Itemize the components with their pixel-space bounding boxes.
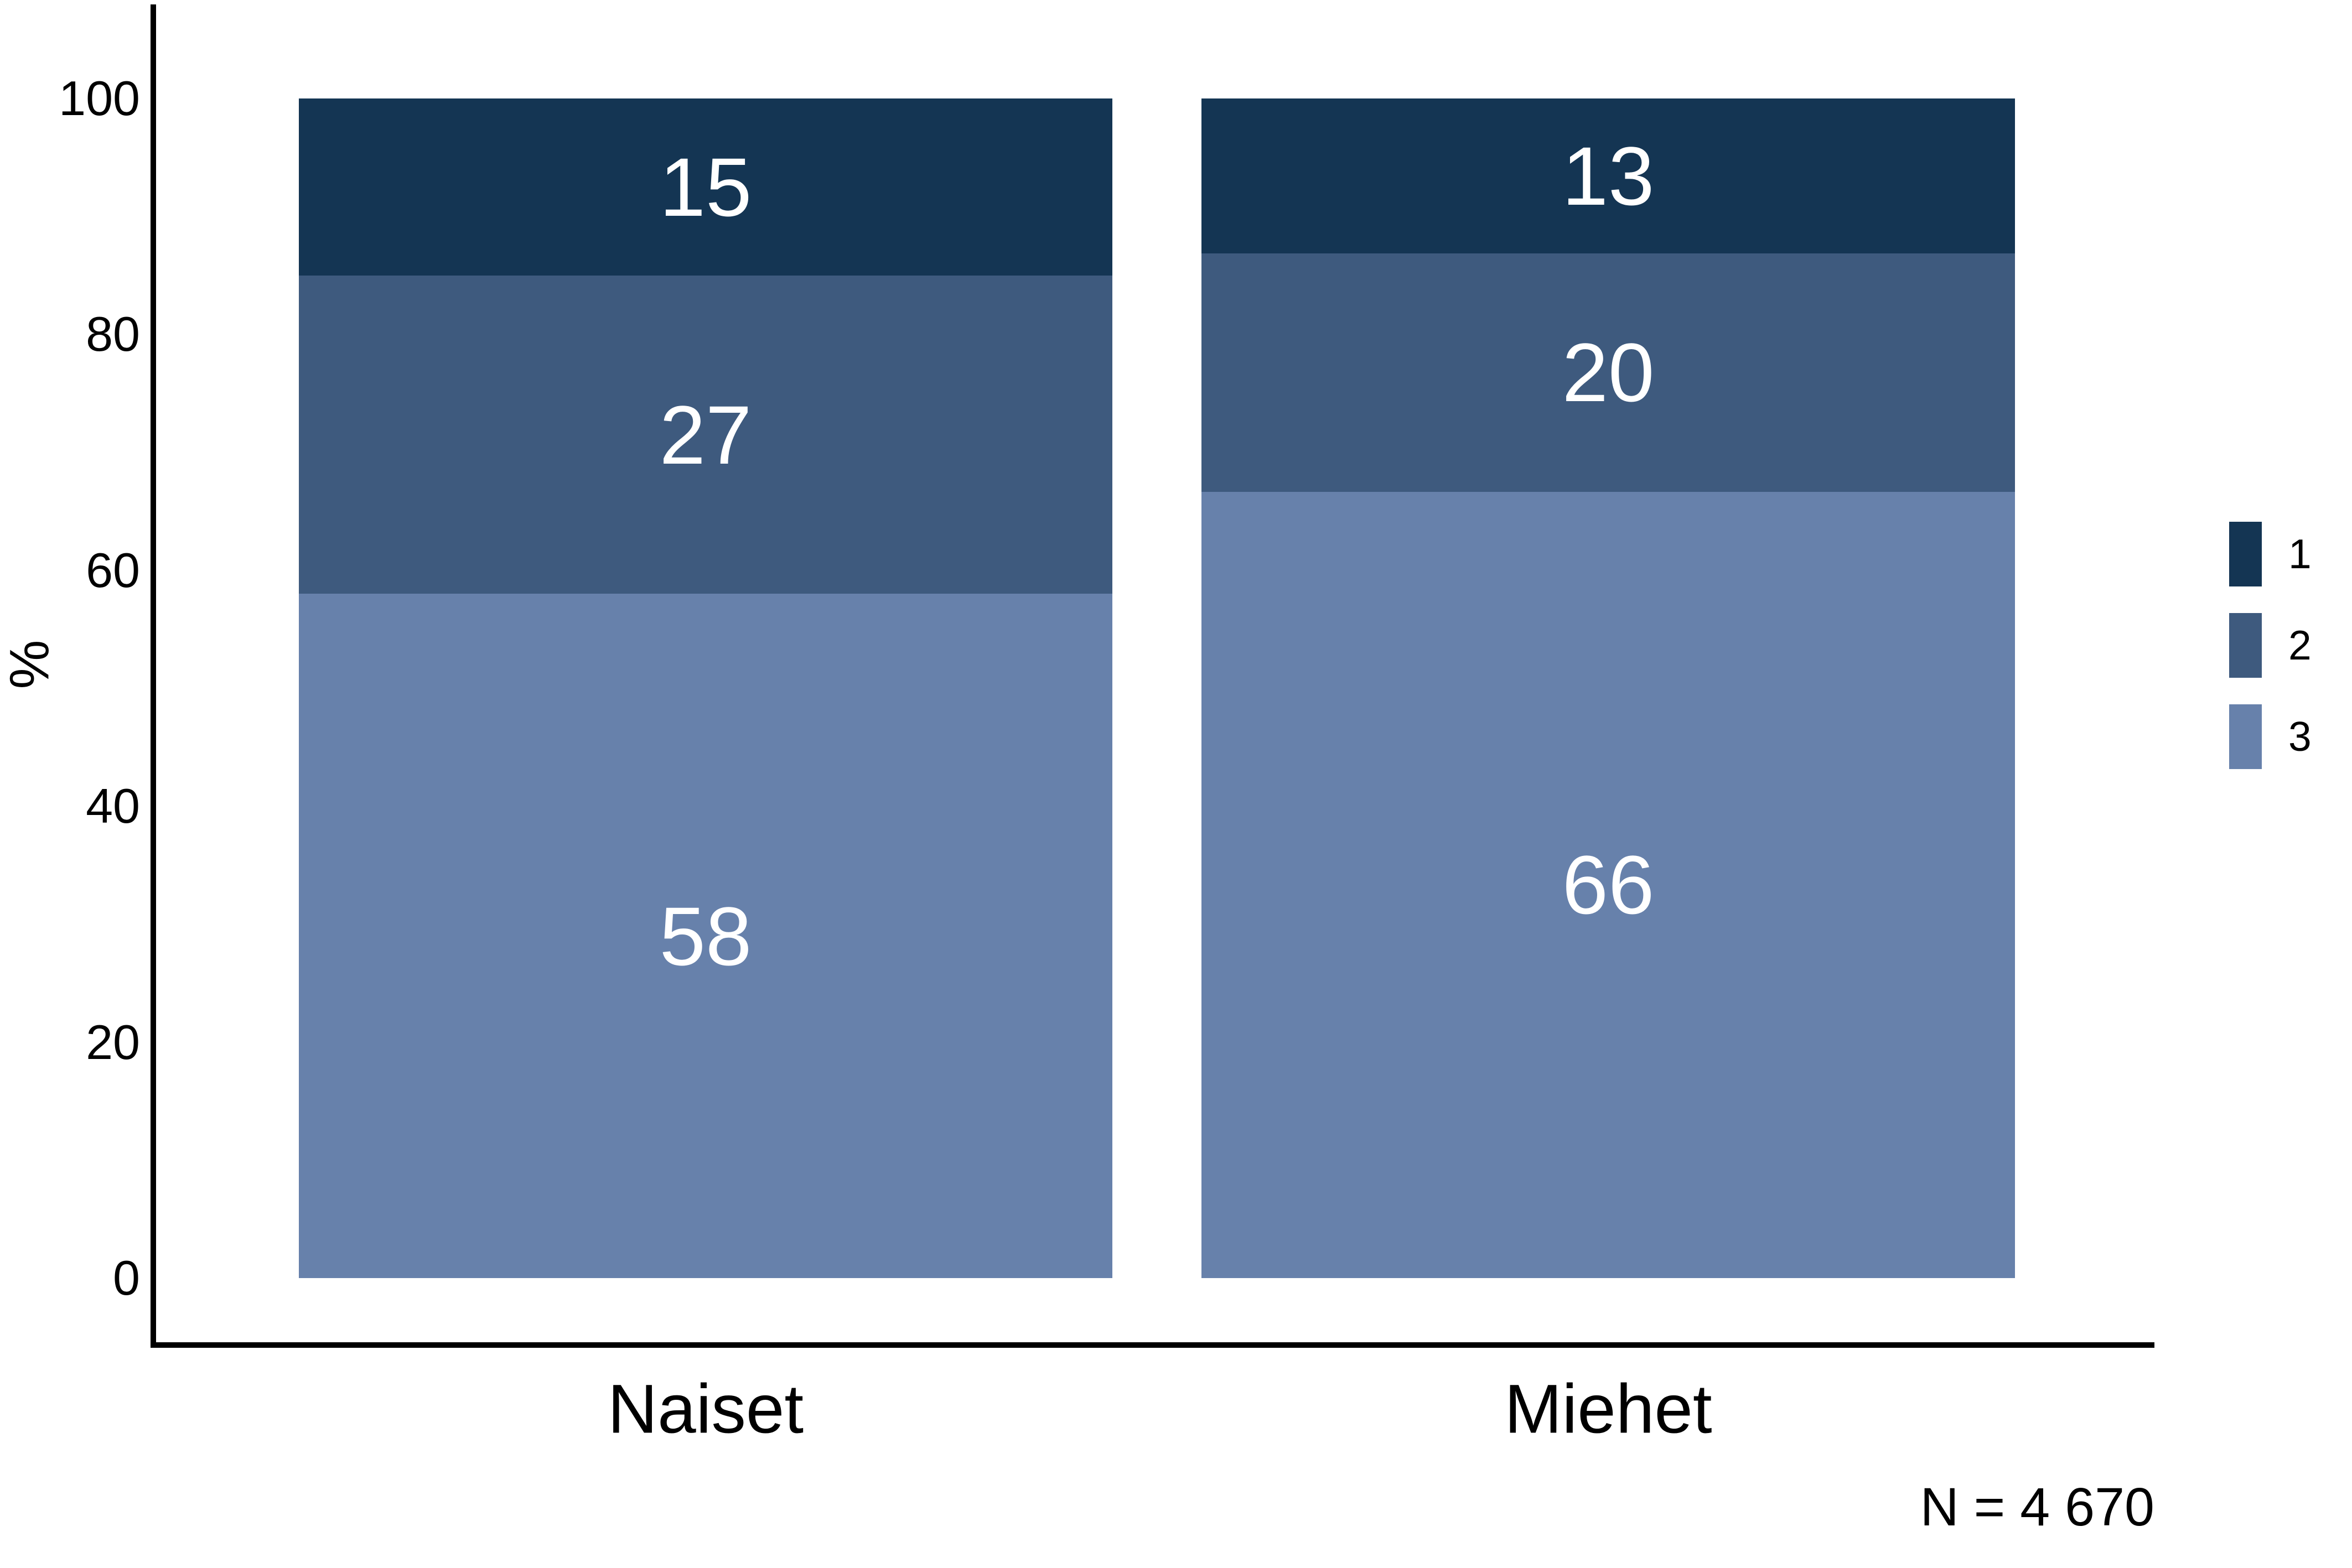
- sample-size-note: N = 4 670: [1920, 1477, 2154, 1537]
- bar-segment-naiset-3: 58: [299, 594, 1112, 1278]
- bar-segment-value: 66: [1562, 838, 1655, 932]
- legend-item-label: 2: [2288, 622, 2312, 668]
- legend-item-3: 3: [2229, 704, 2312, 769]
- bar-segment-miehet-2: 20: [1201, 253, 2015, 492]
- legend-key-swatch: [2229, 522, 2262, 586]
- bar-segment-miehet-1: 13: [1201, 98, 2015, 253]
- bar-segment-value: 27: [659, 388, 752, 481]
- x-tick-label-naiset: Naiset: [607, 1370, 804, 1448]
- y-axis-title: %: [0, 640, 61, 689]
- bar-miehet: 13 20 66: [1201, 98, 2015, 1278]
- x-tick-label-miehet: Miehet: [1504, 1370, 1712, 1448]
- bar-segment-naiset-1: 15: [299, 98, 1112, 276]
- legend-key-swatch: [2229, 704, 2262, 769]
- y-tick-label: 0: [113, 1250, 140, 1305]
- x-axis-line: [151, 1342, 2154, 1348]
- y-tick-label: 40: [86, 778, 140, 834]
- legend-item-1: 1: [2229, 522, 2312, 586]
- legend-item-label: 3: [2288, 713, 2312, 760]
- legend-item-2: 2: [2229, 613, 2312, 678]
- bar-segment-value: 58: [659, 889, 752, 983]
- y-tick-label: 100: [59, 71, 140, 126]
- bar-segment-value: 13: [1562, 129, 1655, 222]
- y-tick-label: 80: [86, 307, 140, 362]
- bar-segment-miehet-3: 66: [1201, 491, 2015, 1278]
- legend-item-label: 1: [2288, 531, 2312, 577]
- y-tick-label: 60: [86, 542, 140, 598]
- legend-key-swatch: [2229, 613, 2262, 678]
- y-axis-line: [151, 4, 156, 1348]
- bar-segment-value: 20: [1562, 326, 1655, 419]
- y-tick-label: 20: [86, 1014, 140, 1069]
- bar-segment-value: 15: [659, 140, 752, 233]
- bar-naiset: 15 27 58: [299, 98, 1112, 1278]
- bar-segment-naiset-2: 27: [299, 275, 1112, 594]
